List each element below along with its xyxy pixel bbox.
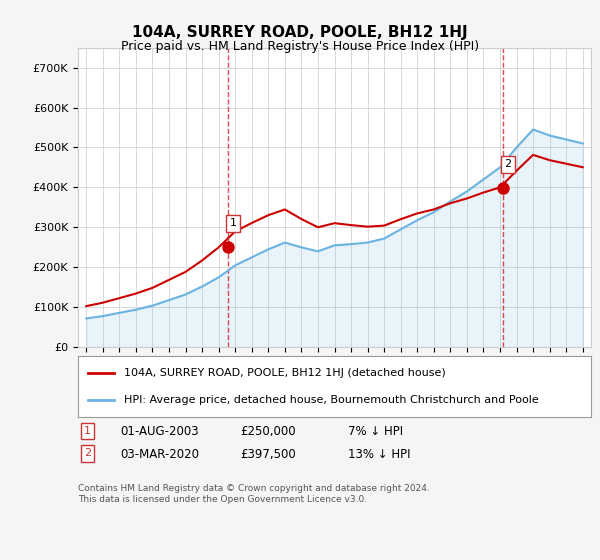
Text: 03-MAR-2020: 03-MAR-2020 — [120, 447, 199, 460]
Text: £250,000: £250,000 — [240, 425, 296, 438]
Text: 13% ↓ HPI: 13% ↓ HPI — [348, 447, 410, 460]
Text: HPI: Average price, detached house, Bournemouth Christchurch and Poole: HPI: Average price, detached house, Bour… — [124, 395, 539, 405]
Text: 7% ↓ HPI: 7% ↓ HPI — [348, 425, 403, 438]
Text: 1: 1 — [84, 426, 91, 436]
Text: Contains HM Land Registry data © Crown copyright and database right 2024.
This d: Contains HM Land Registry data © Crown c… — [78, 484, 430, 504]
Text: 2: 2 — [504, 160, 511, 170]
Text: 104A, SURREY ROAD, POOLE, BH12 1HJ: 104A, SURREY ROAD, POOLE, BH12 1HJ — [132, 25, 468, 40]
Text: 1: 1 — [230, 218, 237, 228]
Text: Price paid vs. HM Land Registry's House Price Index (HPI): Price paid vs. HM Land Registry's House … — [121, 40, 479, 53]
Text: 2: 2 — [84, 449, 91, 459]
Text: £397,500: £397,500 — [240, 447, 296, 460]
Text: 104A, SURREY ROAD, POOLE, BH12 1HJ (detached house): 104A, SURREY ROAD, POOLE, BH12 1HJ (deta… — [124, 368, 446, 378]
Text: 01-AUG-2003: 01-AUG-2003 — [120, 425, 199, 438]
